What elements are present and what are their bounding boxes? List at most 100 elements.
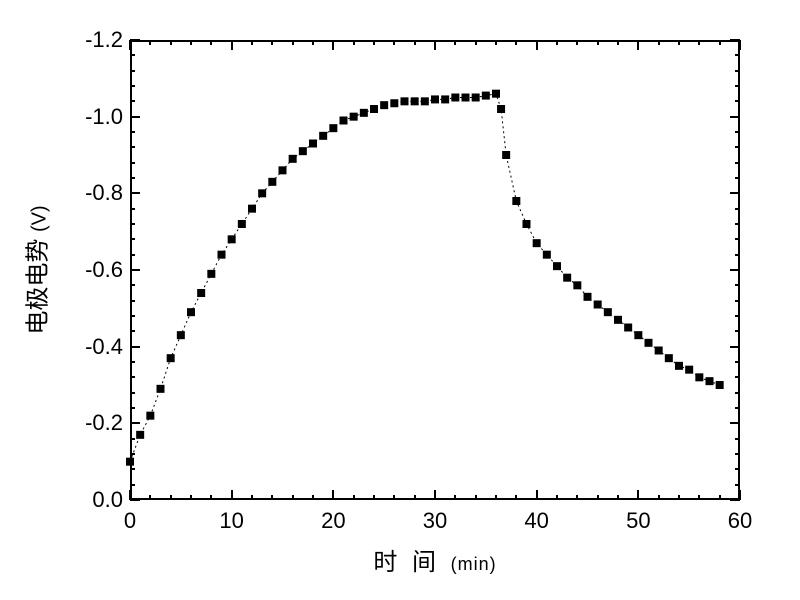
x-tick-minor bbox=[393, 495, 395, 500]
y-tick-major bbox=[130, 269, 140, 271]
data-marker bbox=[553, 262, 561, 270]
y-tick-minor-right bbox=[735, 300, 740, 302]
y-tick-minor-right bbox=[735, 162, 740, 164]
y-tick-minor bbox=[130, 407, 135, 409]
data-marker bbox=[594, 301, 602, 309]
data-marker bbox=[716, 381, 724, 389]
x-tick-major-top bbox=[536, 40, 538, 50]
x-tick-minor-top bbox=[576, 40, 578, 45]
x-tick-minor-top bbox=[454, 40, 456, 45]
data-marker bbox=[421, 97, 429, 105]
y-tick-label: -0.4 bbox=[75, 334, 123, 360]
data-marker bbox=[706, 377, 714, 385]
x-tick-minor-top bbox=[271, 40, 273, 45]
x-tick-minor bbox=[190, 495, 192, 500]
data-marker bbox=[523, 220, 531, 228]
x-tick-label: 50 bbox=[626, 508, 650, 534]
y-tick-minor-right bbox=[735, 177, 740, 179]
y-tick-major bbox=[130, 346, 140, 348]
x-tick-minor-top bbox=[170, 40, 172, 45]
data-marker bbox=[157, 385, 165, 393]
y-tick-minor bbox=[130, 300, 135, 302]
x-tick-major-top bbox=[637, 40, 639, 50]
data-marker bbox=[360, 109, 368, 117]
y-tick-label: -0.6 bbox=[75, 257, 123, 283]
y-axis-label-text: 电极电势 bbox=[25, 239, 52, 335]
y-tick-minor bbox=[130, 70, 135, 72]
x-tick-minor bbox=[353, 495, 355, 500]
y-tick-minor bbox=[130, 85, 135, 87]
data-marker bbox=[497, 105, 505, 113]
y-tick-major-right bbox=[730, 499, 740, 501]
x-tick-major bbox=[637, 490, 639, 500]
x-tick-minor-top bbox=[149, 40, 151, 45]
x-tick-minor bbox=[475, 495, 477, 500]
x-tick-label: 10 bbox=[219, 508, 243, 534]
data-marker bbox=[645, 339, 653, 347]
x-tick-minor bbox=[454, 495, 456, 500]
y-tick-minor-right bbox=[735, 376, 740, 378]
x-tick-minor bbox=[414, 495, 416, 500]
y-axis-label: 电极电势 (V) bbox=[18, 205, 53, 334]
y-tick-minor-right bbox=[735, 223, 740, 225]
x-tick-label: 40 bbox=[524, 508, 548, 534]
x-tick-minor-top bbox=[393, 40, 395, 45]
data-marker bbox=[329, 124, 337, 132]
y-tick-minor-right bbox=[735, 146, 740, 148]
x-tick-minor-top bbox=[251, 40, 253, 45]
chart-container: 01020304050600.0-0.2-0.4-0.6-0.8-1.0-1.2… bbox=[0, 0, 800, 600]
y-tick-minor-right bbox=[735, 361, 740, 363]
x-tick-minor-top bbox=[719, 40, 721, 45]
data-marker bbox=[614, 316, 622, 324]
x-tick-label: 30 bbox=[423, 508, 447, 534]
x-tick-minor bbox=[495, 495, 497, 500]
y-tick-minor bbox=[130, 284, 135, 286]
x-tick-minor bbox=[271, 495, 273, 500]
data-marker bbox=[299, 147, 307, 155]
y-tick-label: -0.8 bbox=[75, 180, 123, 206]
x-tick-minor-top bbox=[353, 40, 355, 45]
y-tick-minor-right bbox=[735, 85, 740, 87]
x-tick-minor bbox=[292, 495, 294, 500]
x-tick-minor bbox=[719, 495, 721, 500]
data-marker bbox=[350, 113, 358, 121]
x-tick-major bbox=[332, 490, 334, 500]
data-marker bbox=[634, 331, 642, 339]
x-tick-minor bbox=[210, 495, 212, 500]
data-marker bbox=[604, 308, 612, 316]
data-marker bbox=[655, 347, 663, 355]
y-tick-minor bbox=[130, 468, 135, 470]
x-tick-minor-top bbox=[698, 40, 700, 45]
y-tick-minor bbox=[130, 238, 135, 240]
data-marker bbox=[177, 331, 185, 339]
x-tick-label: 0 bbox=[124, 508, 136, 534]
data-marker bbox=[624, 324, 632, 332]
x-tick-minor bbox=[658, 495, 660, 500]
y-tick-major bbox=[130, 116, 140, 118]
data-marker bbox=[228, 235, 236, 243]
data-marker bbox=[238, 220, 246, 228]
y-tick-minor-right bbox=[735, 315, 740, 317]
y-tick-minor-right bbox=[735, 208, 740, 210]
data-marker bbox=[543, 251, 551, 259]
x-tick-major-top bbox=[739, 40, 741, 50]
x-tick-major bbox=[536, 490, 538, 500]
x-tick-major-top bbox=[231, 40, 233, 50]
x-tick-minor-top bbox=[292, 40, 294, 45]
y-tick-minor-right bbox=[735, 468, 740, 470]
data-marker bbox=[380, 101, 388, 109]
data-marker bbox=[126, 458, 134, 466]
y-tick-minor bbox=[130, 223, 135, 225]
y-tick-major-right bbox=[730, 192, 740, 194]
x-tick-minor-top bbox=[597, 40, 599, 45]
data-marker bbox=[248, 205, 256, 213]
data-marker bbox=[563, 274, 571, 282]
y-tick-label: -1.0 bbox=[75, 104, 123, 130]
data-marker bbox=[258, 189, 266, 197]
x-tick-minor-top bbox=[475, 40, 477, 45]
x-tick-major bbox=[231, 490, 233, 500]
x-tick-label: 20 bbox=[321, 508, 345, 534]
x-tick-minor-top bbox=[617, 40, 619, 45]
x-tick-minor bbox=[149, 495, 151, 500]
y-tick-major-right bbox=[730, 346, 740, 348]
